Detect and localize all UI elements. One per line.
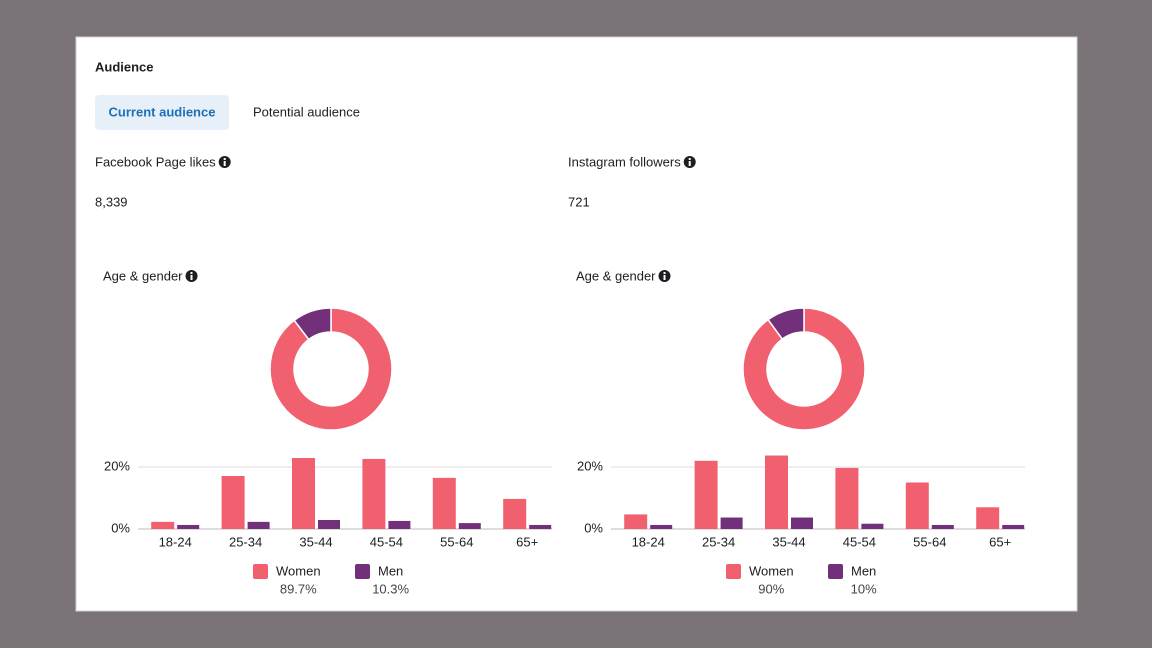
legend-label: Men — [378, 563, 403, 578]
legend-value: 10% — [851, 581, 877, 596]
bar — [432, 477, 456, 529]
legend-swatch — [726, 564, 741, 579]
chart-title: Age & gender — [576, 268, 656, 283]
bar — [529, 524, 552, 529]
legend-swatch — [253, 564, 268, 579]
legend-swatch — [355, 564, 370, 579]
info-icon-bar — [688, 161, 691, 166]
y-tick-label: 20% — [577, 458, 603, 473]
bar — [221, 475, 245, 529]
donut-segment — [742, 307, 866, 431]
donut-segment — [269, 307, 393, 431]
bar — [650, 524, 673, 529]
metric-label: Instagram followers — [568, 154, 681, 169]
legend-label: Women — [276, 563, 321, 578]
metric-label: Facebook Page likes — [95, 154, 216, 169]
x-tick-label: 18-24 — [159, 534, 192, 549]
card-title: Audience — [95, 59, 154, 74]
bar — [362, 458, 386, 529]
bar — [694, 460, 718, 529]
info-icon-dot — [190, 272, 193, 274]
legend-swatch — [828, 564, 843, 579]
tab-active-bg[interactable] — [95, 95, 229, 130]
x-tick-label: 65+ — [989, 534, 1011, 549]
legend-value: 10.3% — [372, 581, 409, 596]
bar — [931, 524, 954, 529]
tab[interactable]: Potential audience — [253, 104, 360, 119]
legend-value: 89.7% — [280, 581, 317, 596]
bar — [503, 498, 527, 529]
x-tick-label: 45-54 — [370, 534, 403, 549]
y-tick-label: 0% — [584, 520, 603, 535]
x-tick-label: 18-24 — [632, 534, 665, 549]
bar — [905, 482, 929, 529]
bar — [247, 521, 270, 529]
bar — [318, 520, 340, 529]
legend-label: Men — [851, 563, 876, 578]
x-tick-label: 45-54 — [843, 534, 876, 549]
x-tick-label: 55-64 — [440, 534, 473, 549]
x-tick-label: 25-34 — [229, 534, 262, 549]
bar — [835, 467, 859, 529]
x-tick-label: 35-44 — [772, 534, 805, 549]
metric-value: 8,339 — [95, 194, 128, 209]
bar — [720, 517, 743, 529]
x-tick-label: 55-64 — [913, 534, 946, 549]
tab[interactable]: Current audience — [109, 104, 216, 119]
bar — [458, 523, 481, 529]
bar — [791, 517, 813, 529]
bar — [151, 521, 175, 529]
y-tick-label: 20% — [104, 458, 130, 473]
bar — [861, 523, 884, 529]
info-icon-bar — [663, 275, 666, 280]
legend-value: 90% — [758, 581, 784, 596]
donut-segment — [293, 307, 332, 341]
x-tick-label: 35-44 — [299, 534, 332, 549]
info-icon-dot — [223, 158, 226, 160]
x-tick-label: 65+ — [516, 534, 538, 549]
donut-segment — [767, 307, 805, 341]
legend-label: Women — [749, 563, 794, 578]
chart-title: Age & gender — [103, 268, 183, 283]
info-icon-dot — [663, 272, 666, 274]
bar — [292, 458, 315, 529]
bar — [1002, 524, 1025, 529]
metric-value: 721 — [568, 194, 590, 209]
x-tick-label: 25-34 — [702, 534, 735, 549]
info-icon-dot — [688, 158, 691, 160]
bar — [388, 520, 411, 529]
info-icon-bar — [223, 161, 226, 166]
bar — [976, 507, 1000, 529]
bar — [765, 455, 788, 529]
info-icon-bar — [190, 275, 193, 280]
bar — [624, 514, 648, 529]
y-tick-label: 0% — [111, 520, 130, 535]
bar — [177, 524, 200, 529]
